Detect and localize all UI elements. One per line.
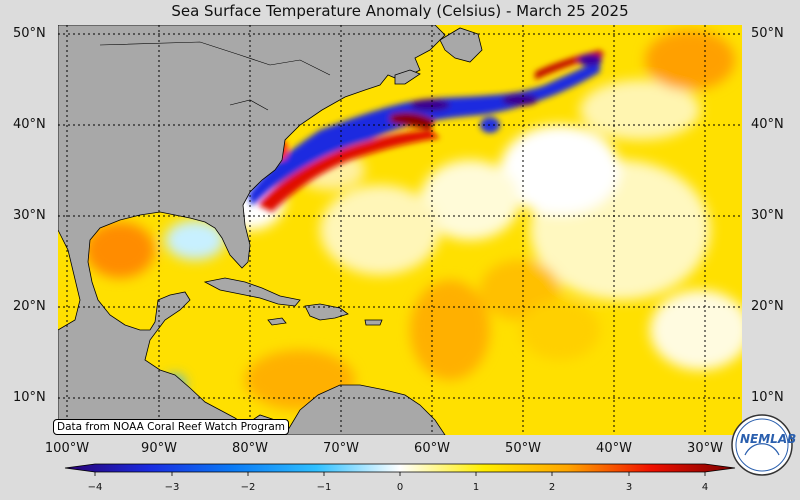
lat-label-20n-right: 20°N <box>751 299 784 314</box>
lab-logo-icon <box>731 414 793 476</box>
colorbar <box>64 463 736 476</box>
lat-label-30n-right: 30°N <box>751 208 784 223</box>
lat-label-40n-left: 40°N <box>13 117 46 132</box>
colorbar-label-1: 1 <box>472 482 480 493</box>
lon-label-90w: 90°W <box>141 441 177 456</box>
lab-logo-text: NEMLAB <box>740 432 797 446</box>
colorbar-label-3: 3 <box>625 482 633 493</box>
lon-label-80w: 80°W <box>232 441 268 456</box>
lon-label-60w: 60°W <box>414 441 450 456</box>
colorbar-label-neg2: −2 <box>240 482 256 493</box>
lat-label-20n-left: 20°N <box>13 299 46 314</box>
colorbar-gradient <box>64 463 736 473</box>
gulf-stream-anomaly <box>248 50 605 212</box>
colorbar-label-neg3: −3 <box>164 482 180 493</box>
colorbar-label-neg1: −1 <box>316 482 332 493</box>
lat-label-10n-left: 10°N <box>13 390 46 405</box>
lat-label-50n-right: 50°N <box>751 26 784 41</box>
colorbar-label-4: 4 <box>701 482 709 493</box>
lon-label-40w: 40°W <box>596 441 632 456</box>
colorbar-label-0: 0 <box>396 482 404 493</box>
lat-label-40n-right: 40°N <box>751 117 784 132</box>
gridlines <box>58 25 742 435</box>
lon-label-30w: 30°W <box>687 441 723 456</box>
map-field <box>58 25 742 435</box>
data-source-note: Data from NOAA Coral Reef Watch Program <box>53 419 289 435</box>
map-title: Sea Surface Temperature Anomaly (Celsius… <box>171 2 629 20</box>
lon-label-100w: 100°W <box>44 441 90 456</box>
lat-label-10n-right: 10°N <box>751 390 784 405</box>
lat-label-50n-left: 50°N <box>13 26 46 41</box>
colorbar-label-neg4: −4 <box>87 482 103 493</box>
lon-label-70w: 70°W <box>323 441 359 456</box>
colorbar-ticks <box>94 472 706 476</box>
lon-label-50w: 50°W <box>505 441 541 456</box>
colorbar-label-2: 2 <box>548 482 556 493</box>
lat-label-30n-left: 30°N <box>13 208 46 223</box>
